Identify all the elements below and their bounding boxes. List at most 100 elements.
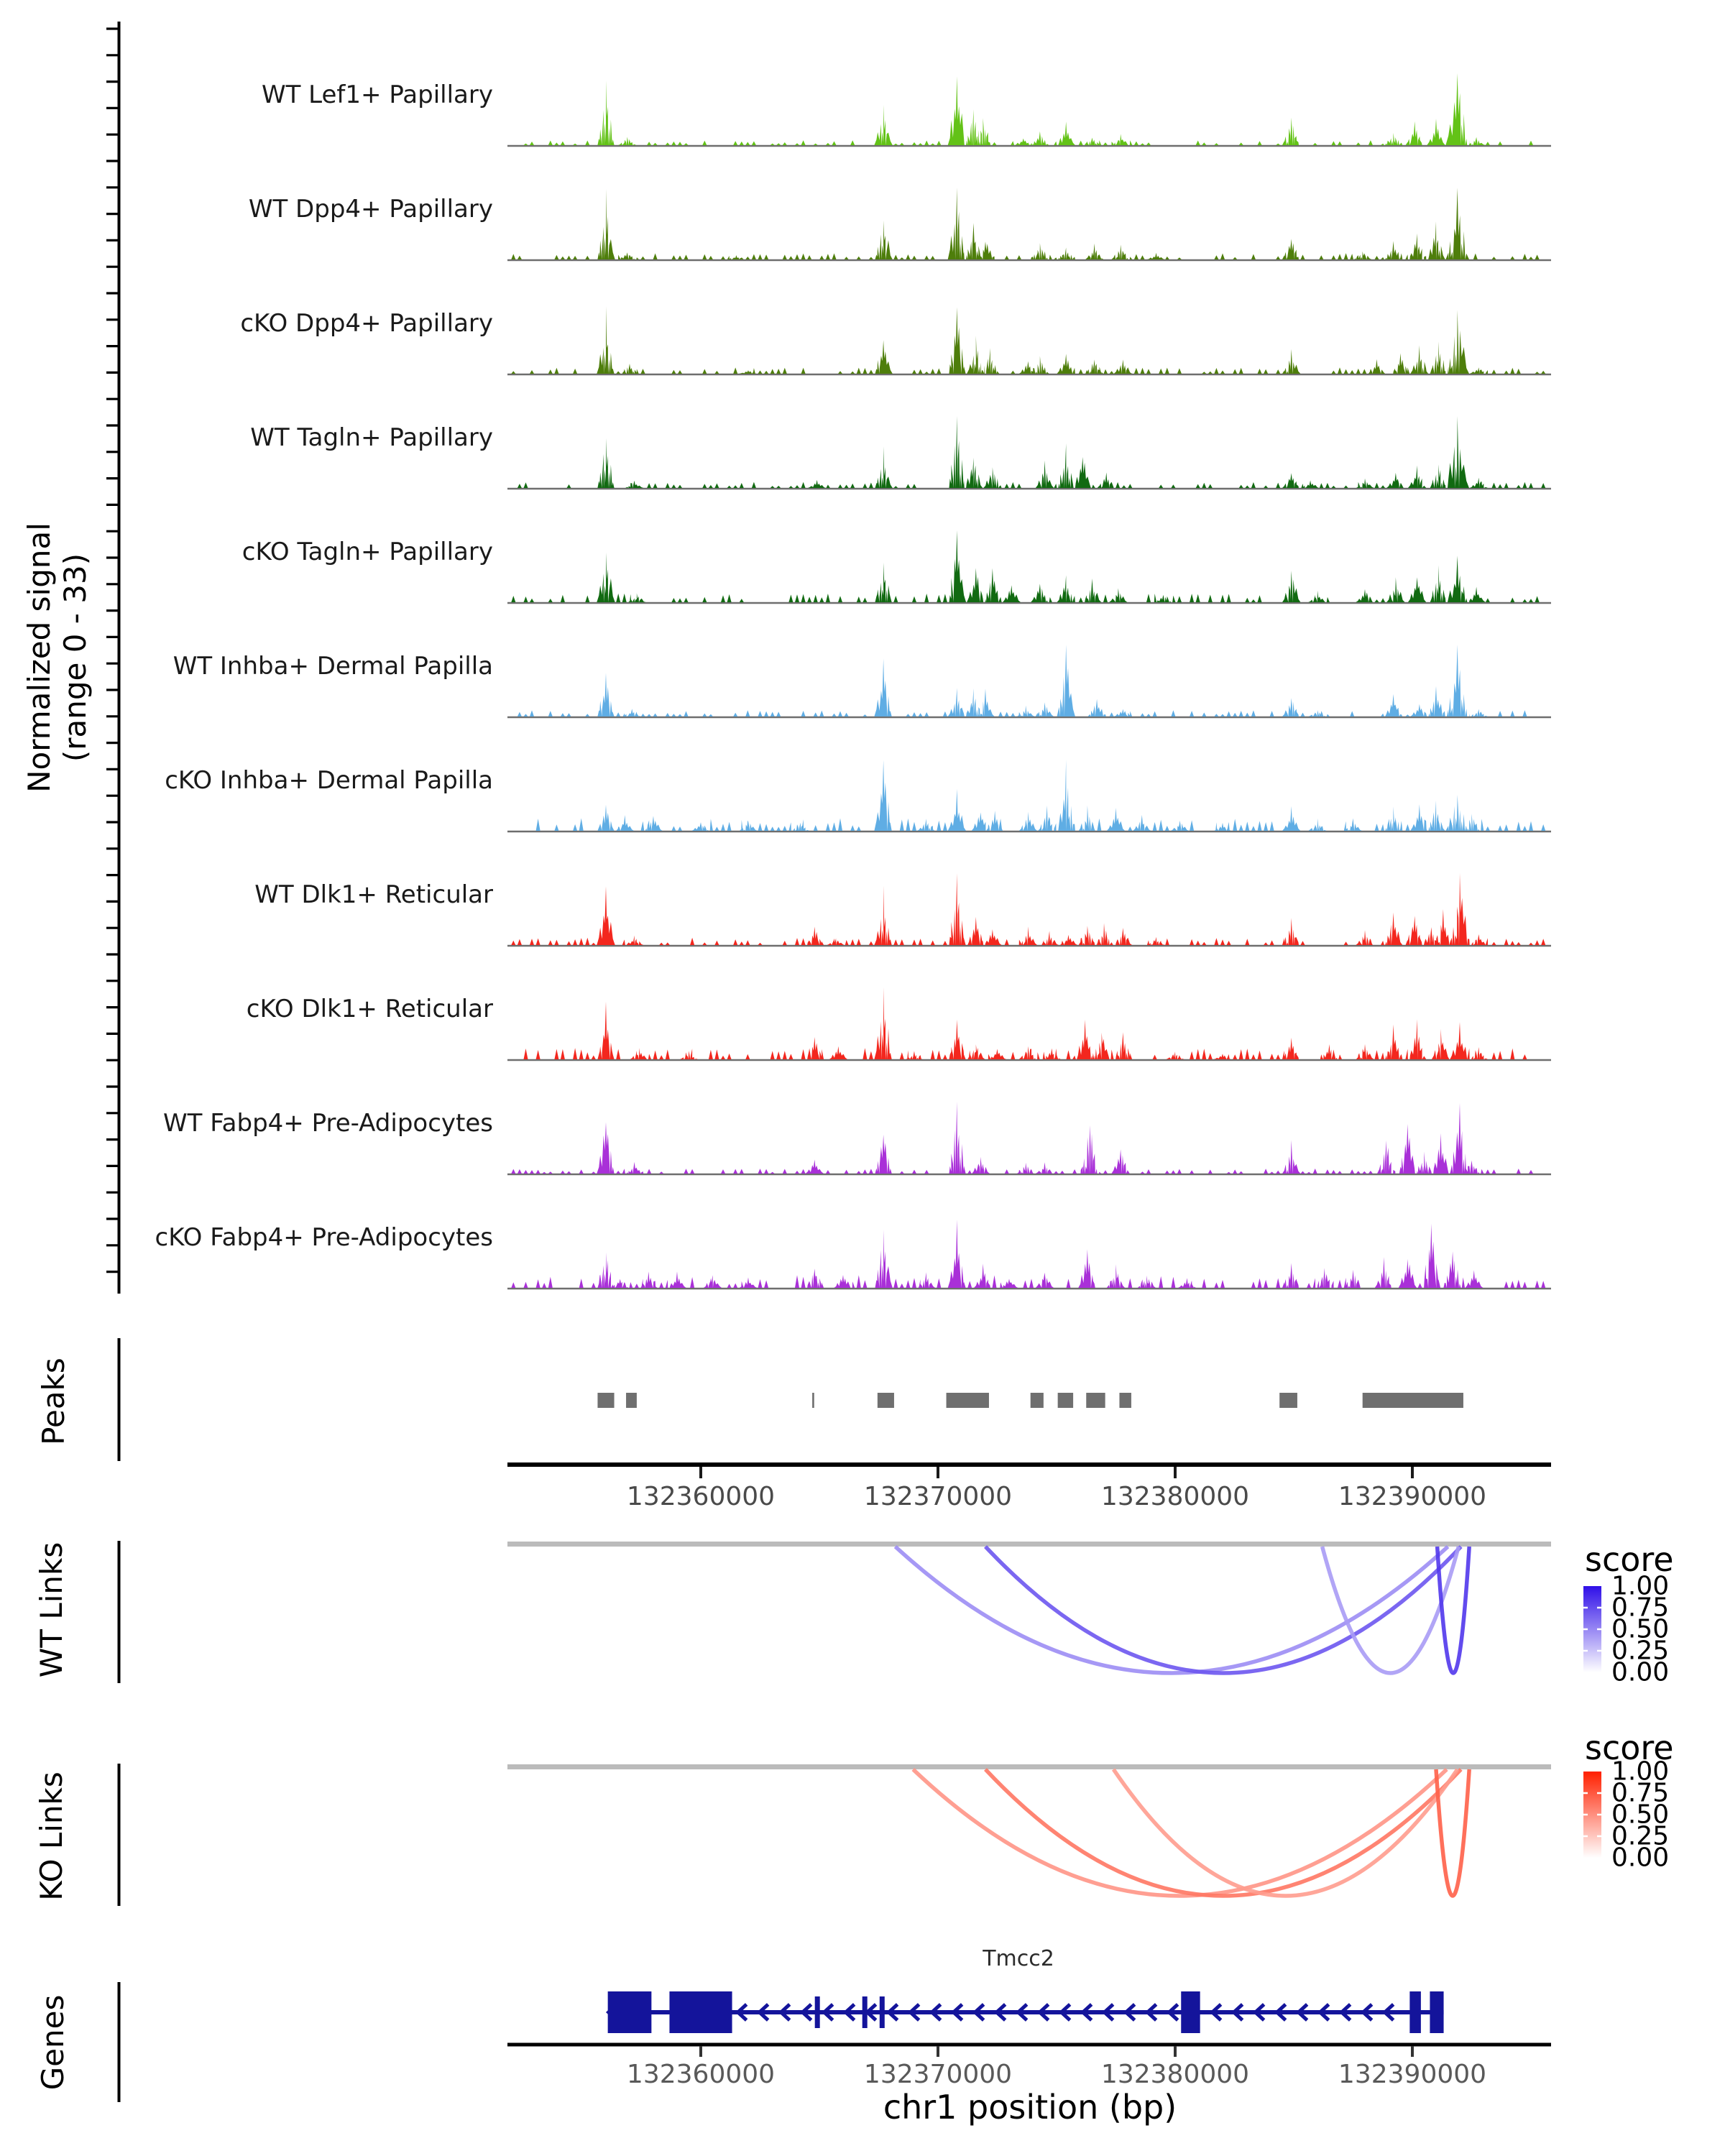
- x-axis-title: chr1 position (bp): [883, 2088, 1177, 2127]
- ko-links-legend-tick: 0.75: [1611, 1778, 1670, 1808]
- wt-links-legend-title: score: [1585, 1540, 1674, 1579]
- track-label: WT Dlk1+ Reticular: [254, 880, 493, 909]
- gene-exon: [1181, 1991, 1200, 2033]
- gene-exon-thin: [814, 1996, 820, 2028]
- ko-link-arc: [1111, 1768, 1459, 1898]
- wt-links-legend-tick: 0.00: [1611, 1657, 1670, 1687]
- peak-region: [1119, 1393, 1131, 1408]
- signal-area: [507, 530, 1551, 602]
- ko-links-legend-tick: 1.00: [1611, 1756, 1670, 1787]
- track-label: cKO Fabp4+ Pre-Adipocytes: [155, 1223, 494, 1252]
- strand-arrow-icon: [1317, 2003, 1330, 2022]
- track-label: WT Inhba+ Dermal Papilla: [172, 652, 493, 681]
- signal-area: [507, 73, 1551, 145]
- peak-region: [1362, 1393, 1463, 1408]
- track-label: cKO Inhba+ Dermal Papilla: [165, 766, 493, 795]
- strand-arrow-icon: [950, 2003, 964, 2022]
- signal-area: [507, 306, 1551, 374]
- gene-exon: [1430, 1991, 1444, 2033]
- x-axis2-tick-label: 132390000: [1338, 2060, 1487, 2089]
- strand-arrow-icon: [1338, 2003, 1352, 2022]
- track-label: cKO Dpp4+ Papillary: [240, 309, 493, 338]
- strand-arrow-icon: [1015, 2003, 1029, 2022]
- ko-links-legend-tick: 0.00: [1611, 1843, 1670, 1873]
- ko-links-legend-tick: 0.25: [1611, 1821, 1670, 1851]
- strand-arrow-icon: [1295, 2003, 1309, 2022]
- strand-arrow-icon: [1036, 2003, 1050, 2022]
- x-axis-tick-label: 132380000: [1100, 1482, 1250, 1511]
- gene-exon-thin: [879, 1996, 885, 2028]
- gene-name-label: Tmcc2: [983, 1946, 1054, 1971]
- strand-arrow-icon: [778, 2003, 791, 2022]
- strand-arrow-icon: [1230, 2003, 1244, 2022]
- strand-arrow-icon: [842, 2003, 856, 2022]
- signal-area: [507, 987, 1551, 1059]
- strand-arrow-icon: [972, 2003, 985, 2022]
- strand-arrow-icon: [1101, 2003, 1115, 2022]
- peak-region: [1086, 1393, 1105, 1408]
- strand-arrow-icon: [735, 2003, 748, 2022]
- strand-arrow-icon: [1123, 2003, 1136, 2022]
- track-label: cKO Dlk1+ Reticular: [246, 995, 493, 1023]
- strand-arrow-icon: [1209, 2003, 1223, 2022]
- signal-area: [507, 645, 1551, 717]
- wt-links-legend-tick: 1.00: [1611, 1571, 1670, 1601]
- signal-area: [507, 1102, 1551, 1174]
- strand-arrow-icon: [1080, 2003, 1093, 2022]
- strand-arrow-icon: [993, 2003, 1007, 2022]
- x-axis2-tick-label: 132370000: [863, 2060, 1013, 2089]
- strand-arrow-icon: [799, 2003, 813, 2022]
- wt-links-legend-tick: 0.75: [1611, 1593, 1670, 1623]
- x-axis-tick-label: 132370000: [863, 1482, 1013, 1511]
- peak-region: [812, 1393, 814, 1408]
- wt-links-legend-tick: 0.25: [1611, 1636, 1670, 1666]
- track-label: WT Tagln+ Papillary: [250, 423, 493, 452]
- peak-region: [1030, 1393, 1044, 1408]
- x-axis2-tick-label: 132360000: [626, 2060, 776, 2089]
- wt-link-arc: [1320, 1546, 1461, 1675]
- strand-arrow-icon: [907, 2003, 921, 2022]
- x-axis-tick-label: 132390000: [1338, 1482, 1487, 1511]
- wt-link-arc: [1435, 1546, 1471, 1675]
- strand-arrow-icon: [1166, 2003, 1179, 2022]
- wt-link-arc: [983, 1545, 1463, 1675]
- strand-arrow-icon: [1144, 2003, 1158, 2022]
- strand-arrow-icon: [1381, 2003, 1395, 2022]
- track-label: cKO Tagln+ Papillary: [242, 538, 493, 566]
- wt-link-arc: [893, 1544, 1450, 1675]
- signal-area: [507, 188, 1551, 259]
- track-label: WT Dpp4+ Papillary: [248, 195, 493, 224]
- peak-region: [597, 1393, 615, 1408]
- track-label: WT Fabp4+ Pre-Adipocytes: [163, 1109, 493, 1138]
- ko-link-arc: [1434, 1769, 1471, 1898]
- peak-region: [877, 1393, 894, 1408]
- signal-area: [507, 759, 1551, 831]
- strand-arrow-icon: [1058, 2003, 1072, 2022]
- strand-arrow-icon: [929, 2003, 942, 2022]
- peaks-track-label: Peaks: [36, 1358, 71, 1445]
- strand-arrow-icon: [1252, 2003, 1266, 2022]
- signal-area: [507, 1220, 1551, 1288]
- peak-region: [1279, 1393, 1297, 1408]
- strand-arrow-icon: [756, 2003, 770, 2022]
- ko-link-arc: [911, 1768, 1448, 1898]
- ko-link-arc: [983, 1768, 1463, 1898]
- wt-links-track-label: WT Links: [34, 1542, 69, 1678]
- strand-arrow-icon: [1360, 2003, 1374, 2022]
- ko-links-legend-title: score: [1585, 1728, 1674, 1767]
- x-axis-tick-label: 132360000: [626, 1482, 776, 1511]
- peak-region: [1057, 1393, 1074, 1408]
- track-label: WT Lef1+ Papillary: [261, 80, 493, 109]
- ko-links-legend-tick: 0.50: [1611, 1800, 1670, 1830]
- peak-region: [626, 1393, 637, 1408]
- strand-arrow-icon: [886, 2003, 899, 2022]
- ko-links-track-label: KO Links: [34, 1772, 69, 1901]
- gene-exon: [1409, 1991, 1421, 2033]
- gene-exon-thin: [862, 1996, 868, 2028]
- gene-exon: [607, 1991, 652, 2033]
- signal-area: [507, 873, 1551, 945]
- strand-arrow-icon: [1274, 2003, 1287, 2022]
- strand-arrow-icon: [821, 2003, 834, 2022]
